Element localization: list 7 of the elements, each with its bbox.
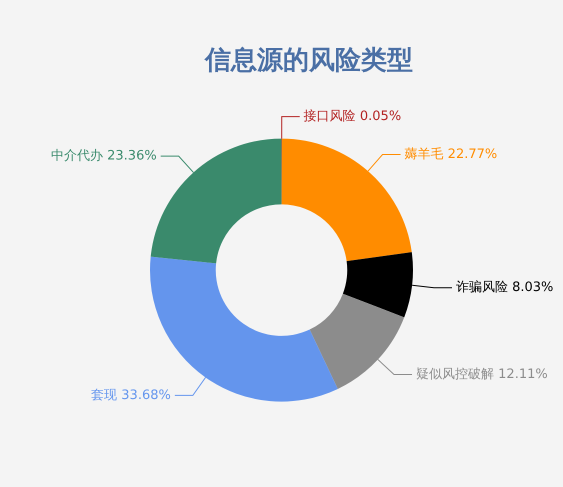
slice-label: 中介代办 23.36% bbox=[50, 148, 157, 164]
slice-label: 接口风险 0.05% bbox=[304, 108, 402, 124]
slice-label: 疑似风控破解 12.11% bbox=[416, 366, 548, 382]
slice-label: 诈骗风险 8.03% bbox=[456, 280, 554, 296]
slice-label: 薅羊毛 22.77% bbox=[404, 146, 498, 162]
slice-label: 套现 33.68% bbox=[91, 388, 171, 403]
chart-title: 信息源的风险类型 bbox=[204, 45, 413, 76]
